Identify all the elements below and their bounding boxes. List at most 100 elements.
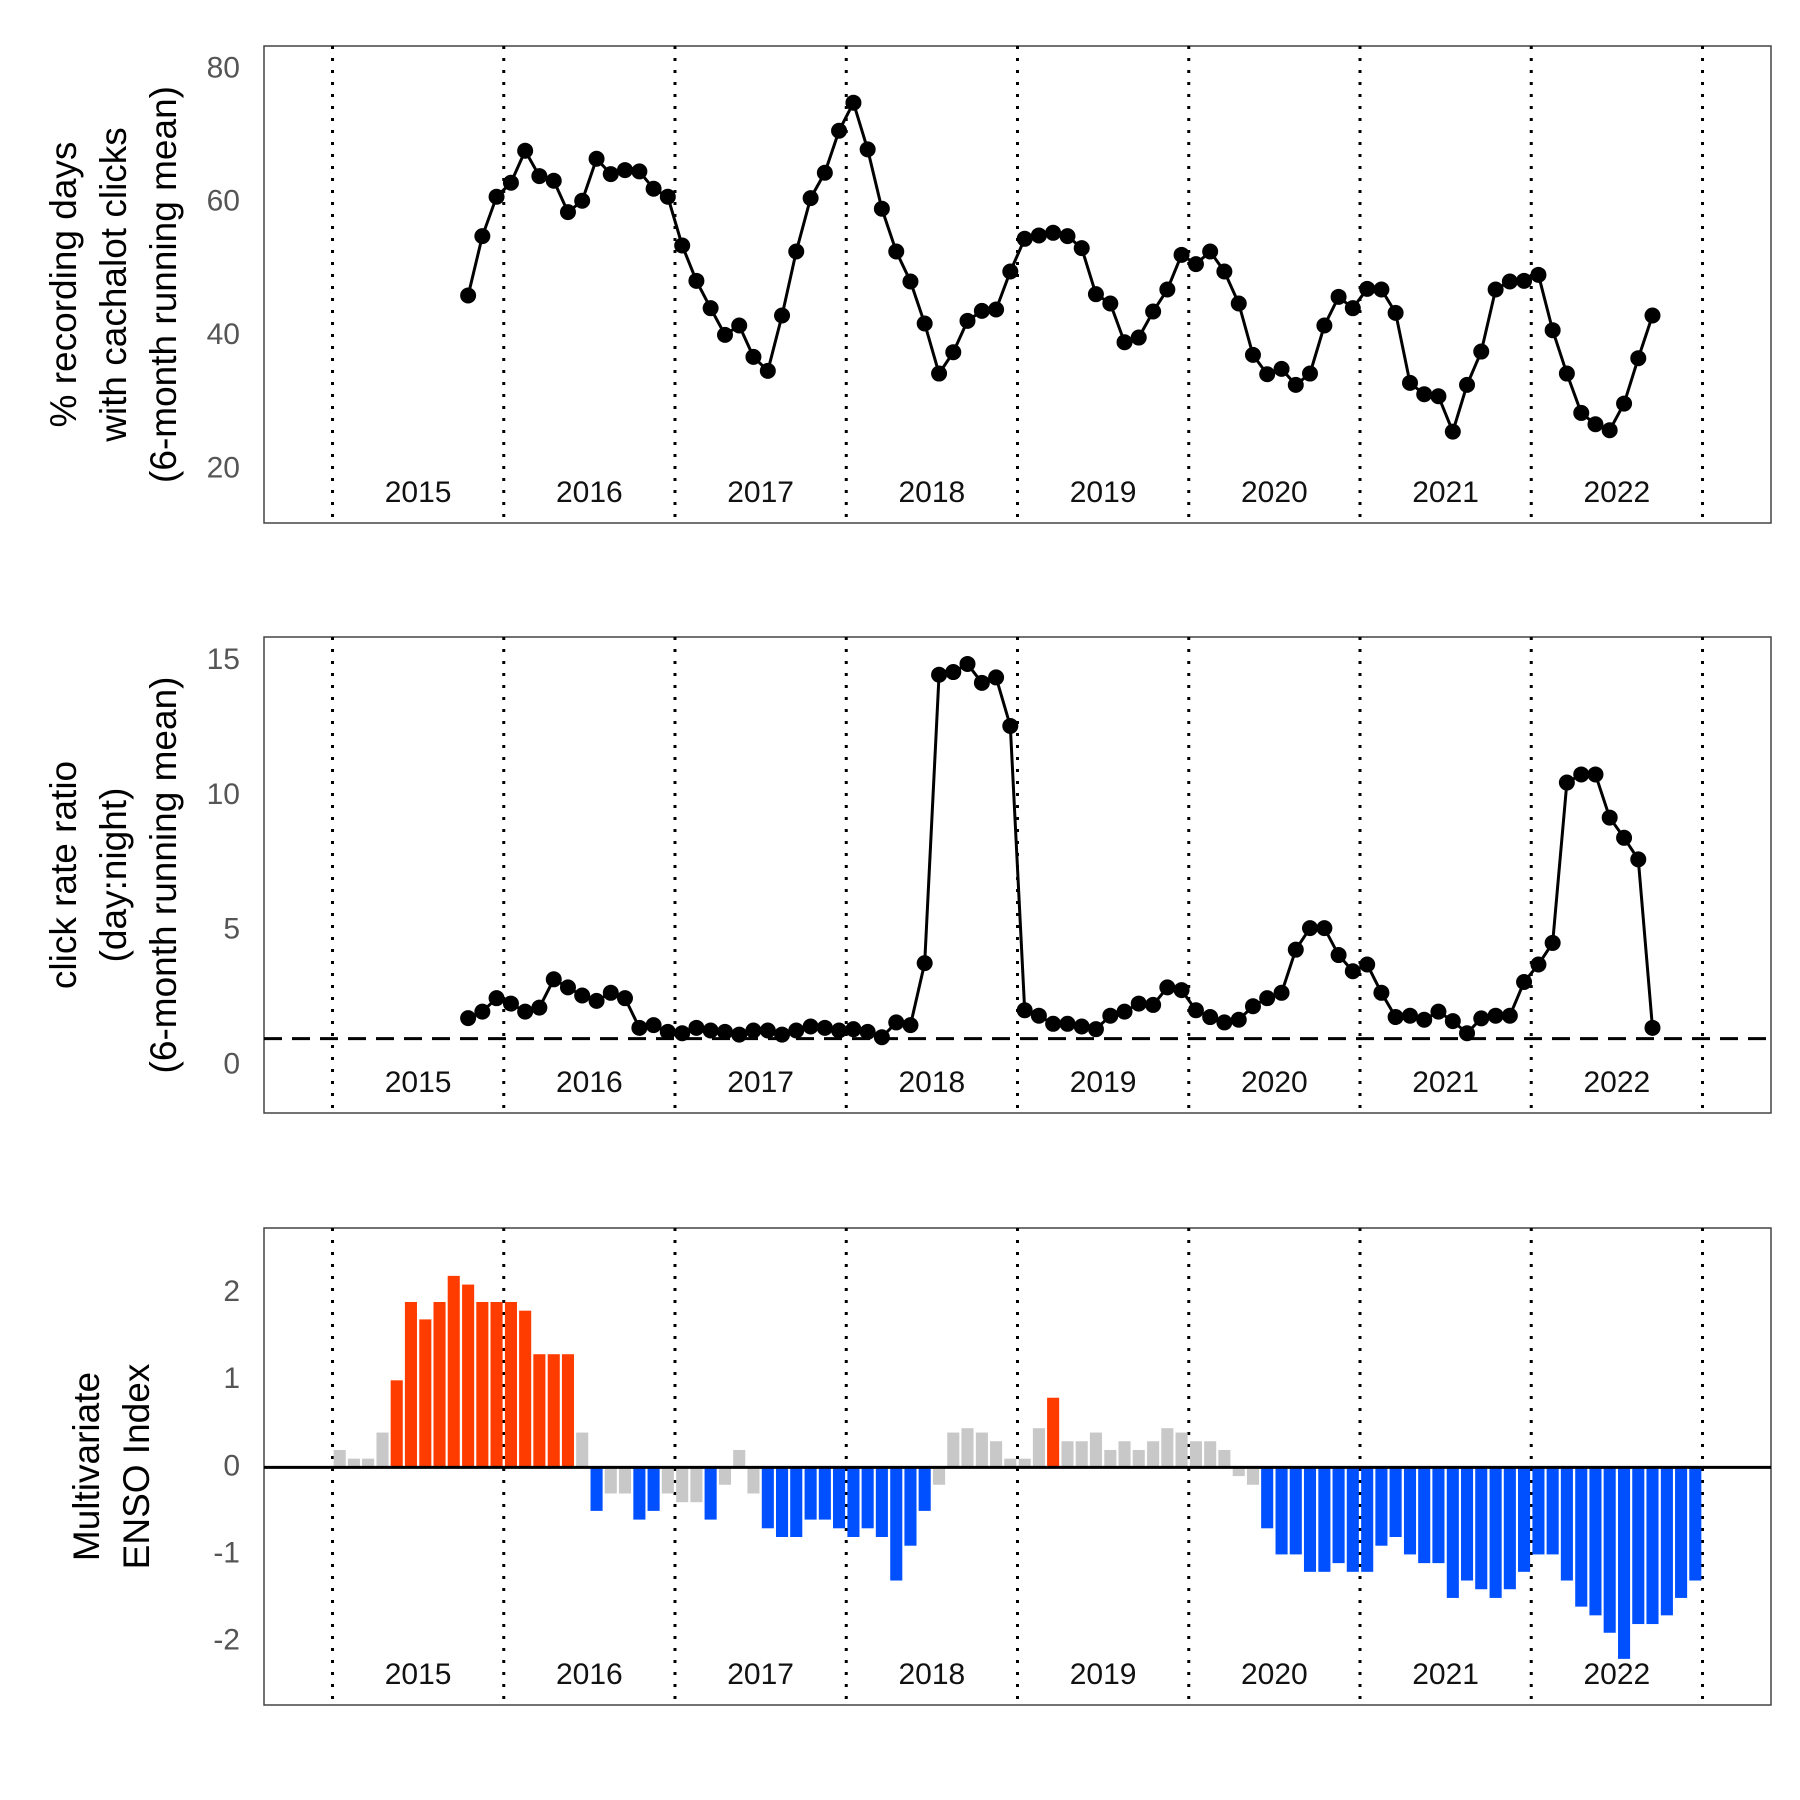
data-point bbox=[1587, 766, 1604, 783]
y-tick-label: 0 bbox=[223, 1047, 240, 1080]
bar bbox=[1032, 1428, 1045, 1468]
data-point bbox=[1644, 1019, 1661, 1036]
data-point bbox=[1501, 1007, 1518, 1024]
data-point bbox=[1016, 1002, 1033, 1019]
bar bbox=[1075, 1441, 1088, 1468]
bar bbox=[1389, 1467, 1402, 1538]
data-point bbox=[1387, 1009, 1404, 1026]
data-point bbox=[559, 204, 576, 221]
bar bbox=[333, 1449, 346, 1468]
data-point bbox=[759, 1022, 776, 1039]
data-point bbox=[645, 1017, 662, 1034]
bar bbox=[1503, 1467, 1516, 1590]
bar bbox=[1189, 1441, 1202, 1468]
bar bbox=[390, 1380, 403, 1468]
bar bbox=[1660, 1467, 1673, 1616]
data-point bbox=[916, 955, 933, 972]
year-label: 2021 bbox=[1412, 1658, 1479, 1691]
data-point bbox=[1116, 334, 1133, 351]
data-point bbox=[888, 1014, 905, 1031]
data-point bbox=[1159, 281, 1176, 298]
data-point bbox=[1045, 224, 1062, 241]
bar bbox=[1261, 1467, 1274, 1529]
data-point bbox=[788, 243, 805, 260]
bar bbox=[376, 1432, 389, 1468]
bar bbox=[1147, 1441, 1160, 1468]
data-point bbox=[916, 315, 933, 332]
plot-frame bbox=[263, 45, 1772, 524]
data-point bbox=[1601, 809, 1618, 826]
year-label: 2017 bbox=[727, 1658, 794, 1691]
data-point bbox=[602, 166, 619, 183]
data-point bbox=[1644, 307, 1661, 324]
data-point bbox=[1073, 1018, 1090, 1035]
data-point bbox=[816, 164, 833, 181]
data-point bbox=[688, 1019, 705, 1036]
year-label: 2021 bbox=[1412, 476, 1479, 509]
data-point bbox=[1473, 343, 1490, 360]
bar bbox=[761, 1467, 774, 1529]
y-tick-label: 1 bbox=[223, 1362, 240, 1395]
data-point bbox=[702, 300, 719, 317]
y-tick-label: 2 bbox=[223, 1275, 240, 1308]
data-point bbox=[1616, 829, 1633, 846]
data-point bbox=[460, 1010, 477, 1027]
bar bbox=[1218, 1449, 1231, 1468]
data-point bbox=[1416, 1011, 1433, 1028]
data-point bbox=[588, 992, 605, 1009]
bar bbox=[590, 1467, 603, 1511]
data-point bbox=[659, 188, 676, 205]
data-point bbox=[474, 228, 491, 245]
bar bbox=[504, 1301, 517, 1468]
data-point bbox=[1287, 941, 1304, 958]
data-point bbox=[1573, 404, 1590, 421]
data-point bbox=[1173, 246, 1190, 263]
data-line bbox=[467, 662, 1654, 1040]
bar bbox=[1089, 1432, 1102, 1468]
data-point bbox=[1516, 272, 1533, 289]
data-point bbox=[1344, 300, 1361, 317]
bar bbox=[661, 1467, 674, 1494]
data-point bbox=[717, 1023, 734, 1040]
bar bbox=[604, 1467, 617, 1494]
bar bbox=[847, 1467, 860, 1538]
bar bbox=[433, 1301, 446, 1468]
y-tick-label: 0 bbox=[223, 1449, 240, 1482]
data-point bbox=[517, 1003, 534, 1020]
bar bbox=[704, 1467, 717, 1520]
data-point bbox=[1059, 1015, 1076, 1032]
bar bbox=[904, 1467, 917, 1546]
y-tick-label: 60 bbox=[207, 185, 240, 218]
bar bbox=[618, 1467, 632, 1494]
data-point bbox=[873, 200, 890, 217]
data-point bbox=[1516, 974, 1533, 991]
data-point bbox=[845, 94, 862, 111]
bar bbox=[1646, 1467, 1659, 1625]
data-point bbox=[545, 971, 562, 988]
data-point bbox=[602, 984, 619, 1001]
bar bbox=[561, 1354, 575, 1468]
data-point bbox=[1259, 990, 1276, 1007]
data-point bbox=[1416, 386, 1433, 403]
year-label: 2019 bbox=[1070, 476, 1137, 509]
data-point bbox=[1187, 256, 1204, 273]
data-point bbox=[631, 163, 648, 180]
year-label: 2020 bbox=[1241, 476, 1308, 509]
data-point bbox=[1573, 766, 1590, 783]
data-point bbox=[1616, 395, 1633, 412]
year-label: 2020 bbox=[1241, 1066, 1308, 1099]
bar bbox=[818, 1467, 831, 1520]
data-point bbox=[774, 1026, 791, 1043]
data-point bbox=[488, 188, 505, 205]
y-axis-label: ENSO Index bbox=[116, 1363, 157, 1569]
y-tick-label: 80 bbox=[207, 51, 240, 84]
data-point bbox=[531, 999, 548, 1016]
data-point bbox=[1130, 995, 1147, 1012]
bar bbox=[1446, 1467, 1459, 1598]
data-point bbox=[1259, 366, 1276, 383]
data-point bbox=[1587, 416, 1604, 433]
bar bbox=[547, 1354, 560, 1468]
data-point bbox=[517, 142, 534, 159]
bar bbox=[1132, 1449, 1145, 1468]
